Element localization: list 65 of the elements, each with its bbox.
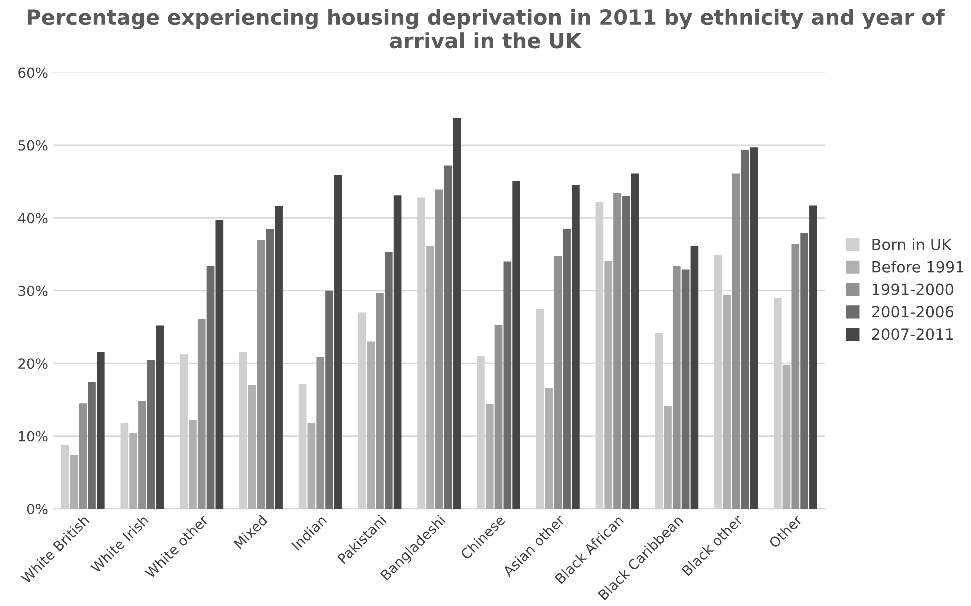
bar	[79, 404, 88, 510]
bar	[130, 433, 138, 510]
bar	[494, 325, 503, 510]
bar	[782, 365, 791, 510]
bar	[741, 150, 750, 510]
bar	[563, 229, 571, 510]
y-tick-label: 0%	[27, 504, 48, 515]
bar	[631, 174, 640, 510]
bar	[266, 229, 274, 510]
bar	[394, 196, 402, 510]
bar	[147, 360, 156, 510]
bar	[682, 270, 690, 510]
bar	[88, 382, 96, 510]
bar	[248, 385, 256, 510]
bar	[545, 388, 554, 510]
y-tick-label: 20%	[18, 358, 48, 370]
bar	[554, 256, 562, 510]
bar	[800, 233, 808, 510]
legend-label: 2001-2006	[872, 306, 954, 318]
y-tick-label: 50%	[18, 140, 48, 151]
bar	[453, 118, 462, 510]
bar	[206, 266, 215, 510]
bar	[189, 420, 197, 510]
bar	[138, 401, 146, 510]
bar	[70, 455, 78, 510]
bar	[96, 352, 105, 510]
legend-label: 2007-2011	[872, 328, 954, 340]
bar	[156, 326, 164, 510]
y-tick-label: 40%	[18, 213, 48, 224]
bar	[384, 252, 393, 510]
bar	[512, 181, 520, 510]
bar	[504, 262, 512, 510]
y-tick-label: 30%	[18, 286, 48, 296]
chart-title: Percentage experiencing housing deprivation in 2011 by ethnicity and year of arrival in the UK	[28, 9, 946, 49]
bar	[723, 295, 732, 510]
bar	[732, 174, 740, 510]
bar	[622, 196, 630, 510]
bar	[426, 246, 434, 510]
bar	[690, 246, 699, 510]
legend-label: Born in UK	[872, 238, 952, 250]
bar	[750, 148, 758, 510]
bar	[257, 240, 266, 510]
bar	[486, 404, 494, 510]
bar	[326, 290, 334, 510]
legend-label: Before 1991	[872, 261, 964, 273]
bar	[367, 342, 376, 510]
bar	[275, 206, 283, 510]
bar	[664, 406, 672, 510]
bar	[216, 220, 224, 510]
bar	[614, 193, 622, 510]
y-tick-label: 60%	[18, 68, 48, 78]
bar	[444, 166, 452, 510]
bar	[308, 423, 316, 510]
y-tick-label: 10%	[19, 431, 48, 442]
bar	[334, 175, 342, 510]
bar	[376, 293, 384, 510]
bar	[198, 319, 206, 510]
bar	[672, 266, 681, 510]
bar	[572, 185, 580, 510]
legend-label: 1991-2000	[872, 284, 954, 296]
bar	[604, 261, 613, 510]
bar	[792, 244, 800, 510]
bar	[316, 357, 325, 510]
bar	[435, 190, 444, 510]
bar	[810, 206, 818, 510]
